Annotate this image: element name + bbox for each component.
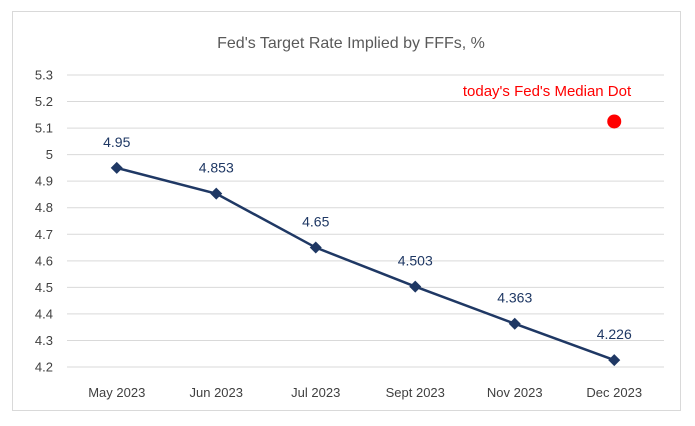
data-label: 4.503 <box>398 253 433 269</box>
x-tick-label: Dec 2023 <box>586 385 642 400</box>
y-tick-label: 5.3 <box>35 68 53 83</box>
data-labels: 4.95 4.853 4.65 4.503 4.363 4.226 <box>103 134 632 342</box>
x-tick-label: May 2023 <box>88 385 145 400</box>
y-tick-label: 4.6 <box>35 253 53 268</box>
data-point-marker <box>409 280 422 293</box>
y-axis-ticks: 4.2 4.3 4.4 4.5 4.6 4.7 4.8 4.9 5 5.1 5.2 5.3 <box>35 68 53 375</box>
y-tick-label: 4.3 <box>35 333 53 348</box>
data-label: 4.65 <box>302 214 329 230</box>
y-tick-label: 5.2 <box>35 94 53 109</box>
y-tick-label: 4.8 <box>35 200 53 215</box>
data-point-marker <box>210 187 223 200</box>
y-tick-label: 5 <box>46 147 53 162</box>
data-label: 4.853 <box>199 160 234 176</box>
y-tick-label: 4.7 <box>35 227 53 242</box>
y-tick-label: 4.2 <box>35 360 53 375</box>
data-label: 4.226 <box>597 326 632 342</box>
data-point-marker <box>608 354 621 367</box>
median-dot-label: today's Fed's Median Dot <box>463 83 632 100</box>
y-tick-label: 4.4 <box>35 306 53 321</box>
y-tick-label: 4.5 <box>35 280 53 295</box>
x-tick-label: Sept 2023 <box>386 385 445 400</box>
series-line <box>116 166 615 362</box>
data-label: 4.95 <box>103 134 130 150</box>
x-tick-label: Jul 2023 <box>291 385 340 400</box>
gridlines <box>67 74 664 368</box>
median-dot-group: today's Fed's Median Dot <box>463 83 632 129</box>
data-label: 4.363 <box>497 290 532 306</box>
data-point-marker <box>508 317 521 330</box>
x-tick-label: Nov 2023 <box>487 385 543 400</box>
y-tick-label: 5.1 <box>35 121 53 136</box>
data-point-marker <box>309 241 322 254</box>
data-point-marker <box>110 161 123 174</box>
x-tick-label: Jun 2023 <box>190 385 244 400</box>
x-axis-ticks: May 2023 Jun 2023 Jul 2023 Sept 2023 Nov 202… <box>88 385 642 400</box>
median-dot <box>607 114 622 129</box>
series-markers <box>110 161 621 367</box>
y-tick-label: 4.9 <box>35 174 53 189</box>
chart-title: Fed's Target Rate Implied by FFFs, % <box>217 35 485 52</box>
